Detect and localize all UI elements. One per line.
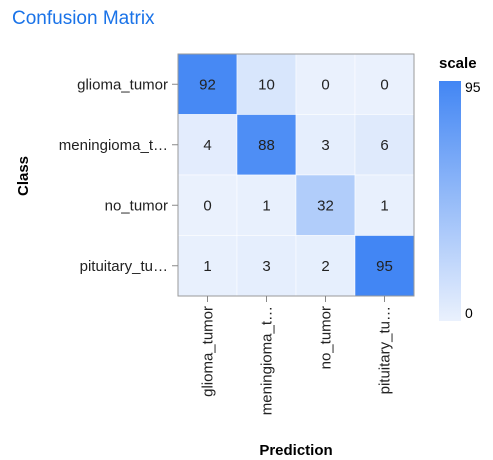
x-axis: glioma_tumor meningioma_t… no_tumor pituita… <box>200 296 394 415</box>
cell-value-label: 88 <box>258 137 275 154</box>
cell-value-label: 0 <box>380 76 388 93</box>
cell-value-label: 0 <box>203 197 211 214</box>
heatmap-cell <box>354 53 415 115</box>
legend-gradient-bar <box>439 81 461 321</box>
legend-title: scale <box>439 55 477 72</box>
x-tick-label: glioma_tumor <box>200 306 217 397</box>
cell-value-label: 32 <box>317 197 334 214</box>
cell-value-label: 2 <box>321 258 329 275</box>
cell-value-label: 4 <box>203 137 211 154</box>
chart-title: Confusion Matrix <box>12 8 155 29</box>
cell-value-label: 1 <box>203 258 211 275</box>
legend-max-label: 95 <box>465 79 481 95</box>
heatmap-cell <box>236 235 297 297</box>
heatmap-cell <box>354 174 415 236</box>
y-tick-label: no_tumor <box>105 197 168 214</box>
x-axis-title: Prediction <box>259 442 332 459</box>
heatmap-cell <box>177 235 238 297</box>
y-tick-label: glioma_tumor <box>77 76 168 93</box>
x-tick-label: no_tumor <box>318 306 335 369</box>
cell-value-label: 0 <box>321 76 329 93</box>
x-tick-label: meningioma_t… <box>259 306 276 415</box>
cell-value-label: 1 <box>262 197 270 214</box>
heatmap-cells: 92 10 0 04 88 3 60 1 32 11 3 2 95 <box>177 53 415 297</box>
cell-value-label: 10 <box>258 76 275 93</box>
plot-frame <box>177 53 415 297</box>
y-axis: glioma_tumor meningioma_t… no_tumorpituita… <box>59 76 178 275</box>
heatmap-cell <box>295 174 356 236</box>
cell-value-label: 95 <box>376 258 393 275</box>
y-tick-label: pituitary_tu… <box>80 258 168 275</box>
x-tick-label: pituitary_tu… <box>377 306 394 394</box>
heatmap-cell <box>177 114 238 176</box>
legend-min-label: 0 <box>465 305 473 321</box>
heatmap-cell <box>295 235 356 297</box>
heatmap-cell <box>177 174 238 236</box>
y-axis-title: Class <box>15 156 32 196</box>
cell-value-label: 3 <box>321 137 329 154</box>
heatmap-cell <box>354 114 415 176</box>
cell-value-label: 1 <box>380 197 388 214</box>
cell-value-label: 92 <box>199 76 216 93</box>
cell-value-label: 6 <box>380 137 388 154</box>
heatmap-cell <box>295 114 356 176</box>
heatmap-cell <box>236 114 297 176</box>
cell-value-label: 3 <box>262 258 270 275</box>
y-tick-label: meningioma_t… <box>59 137 168 154</box>
